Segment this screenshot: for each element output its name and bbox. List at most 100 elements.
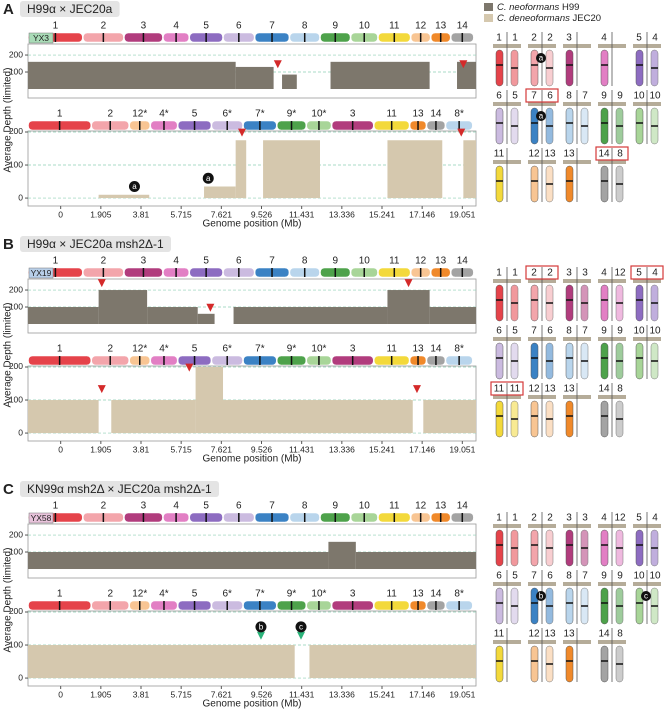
karyotype-chromosome [530, 165, 539, 203]
depth-segment [28, 61, 236, 89]
annotation-label: a [206, 174, 211, 183]
y-tick-label: 200 [9, 284, 23, 294]
y-tick-label: 200 [9, 49, 23, 59]
depth-segment [309, 645, 476, 679]
karyotype-label: 7 [582, 326, 588, 337]
karyotype-label: 14 [598, 384, 610, 395]
annotation-label: b [259, 622, 264, 631]
x-tick-label: 7.621 [211, 689, 233, 699]
chromosome-label: 9* [287, 344, 297, 355]
chromosome-label: 7* [255, 589, 265, 600]
chromosome-label: 6* [223, 109, 233, 120]
karyotype-label: 10 [649, 571, 661, 582]
karyotype-label: 13 [544, 384, 556, 395]
chromosome-label: 9 [332, 21, 338, 32]
karyotype-label: 13 [544, 149, 556, 160]
karyotype-label: 8 [617, 629, 623, 640]
karyotype-chromosome [495, 645, 504, 683]
karyotype-label: 4 [652, 513, 658, 524]
y-tick-label: 0 [18, 192, 23, 202]
panel-title: KN99α msh2Δ × JEC20a msh2Δ-1 [27, 482, 212, 496]
karyotype-label: 11 [494, 384, 505, 395]
depth-segment [282, 74, 297, 89]
chromosome-label: 1 [53, 21, 59, 32]
karyotype-label: 7 [582, 91, 588, 102]
karyotype-chromosome [530, 529, 539, 567]
karyotype-note: a [539, 112, 544, 121]
karyotype-chromosome [635, 49, 644, 87]
strain-label: YX19 [31, 268, 52, 278]
chromosome-label: 2 [101, 21, 107, 32]
marker [412, 385, 421, 394]
chromosome-label: 13 [412, 589, 424, 600]
title-background [20, 1, 120, 17]
karyotype-label: 9 [617, 91, 623, 102]
x-tick-label: 17.146 [409, 209, 435, 219]
chromosome-label: 3 [350, 109, 356, 120]
panel-letter: C [3, 481, 14, 498]
marker [404, 279, 413, 288]
annotation-badge [202, 172, 214, 184]
chromosome-label: 14 [430, 589, 442, 600]
y-axis-label: Average Depth (limited) [3, 548, 14, 653]
x-tick-label: 5.715 [171, 209, 193, 219]
strain-tag [28, 32, 54, 44]
karyotype-highlight [630, 265, 664, 280]
chromosome-label: 13 [412, 109, 424, 120]
karyotype-label: 14 [598, 149, 610, 160]
karyotype-highlight [490, 381, 524, 396]
karyotype-label: 11 [510, 384, 521, 395]
chromosome-label: 5 [203, 501, 209, 512]
x-tick-label: 11.431 [289, 689, 315, 699]
depth-segment [28, 307, 99, 324]
strain-label: YX3 [33, 33, 49, 43]
x-tick-label: 0 [58, 444, 63, 454]
x-tick-label: 9.526 [251, 444, 273, 454]
legend-strain: JEC20 [573, 13, 602, 24]
panel-letter: A [3, 1, 14, 18]
y-tick-label: 200 [9, 361, 23, 371]
karyotype-label: 6 [496, 91, 502, 102]
karyotype-chromosome [495, 342, 504, 380]
karyotype-label: 6 [496, 326, 502, 337]
depth-segment [98, 194, 150, 199]
chromosome-label: 9 [332, 501, 338, 512]
karyotype-label: 9 [601, 91, 607, 102]
karyotype-chromosome [530, 342, 539, 380]
chromosome-label: 4* [159, 344, 169, 355]
strain-label: YX58 [31, 513, 52, 523]
karyotype-label: 2 [547, 33, 553, 44]
chromosome-label: 6* [223, 344, 233, 355]
depth-segment [147, 307, 198, 324]
y-tick-label: 0 [18, 672, 23, 682]
karyotype-chromosome [600, 400, 609, 438]
karyotype-badge [641, 591, 651, 601]
karyotype-label: 8 [617, 384, 623, 395]
y-tick-label: 200 [9, 529, 23, 539]
karyotype-label: 12 [614, 513, 626, 524]
y-tick-label: 0 [18, 427, 23, 437]
title-background [20, 236, 172, 252]
depth-segment [204, 186, 236, 199]
x-tick-label: 9.526 [251, 689, 273, 699]
karyotype-label: 14 [598, 629, 610, 640]
karyotype-label: 12 [614, 268, 626, 279]
karyotype-label: 3 [566, 268, 572, 279]
chromosome-label: 10 [359, 21, 371, 32]
karyotype-chromosome [565, 107, 574, 145]
x-tick-label: 11.431 [289, 444, 315, 454]
chromosome-label: 3 [350, 344, 356, 355]
marker [273, 60, 282, 69]
chromosome-label: 14 [457, 256, 469, 267]
karyotype-label: 11 [494, 629, 505, 640]
karyotype-chromosome [530, 284, 539, 322]
chromosome-label: 2 [107, 344, 113, 355]
chromosome-label: 4 [173, 501, 179, 512]
depth-segment [28, 552, 329, 569]
karyotype-label: 1 [496, 268, 502, 279]
depth-segment [355, 552, 476, 569]
karyotype-label: 6 [547, 91, 553, 102]
marker [97, 279, 106, 288]
depth-segment [387, 140, 443, 199]
x-tick-label: 3.81 [133, 689, 150, 699]
